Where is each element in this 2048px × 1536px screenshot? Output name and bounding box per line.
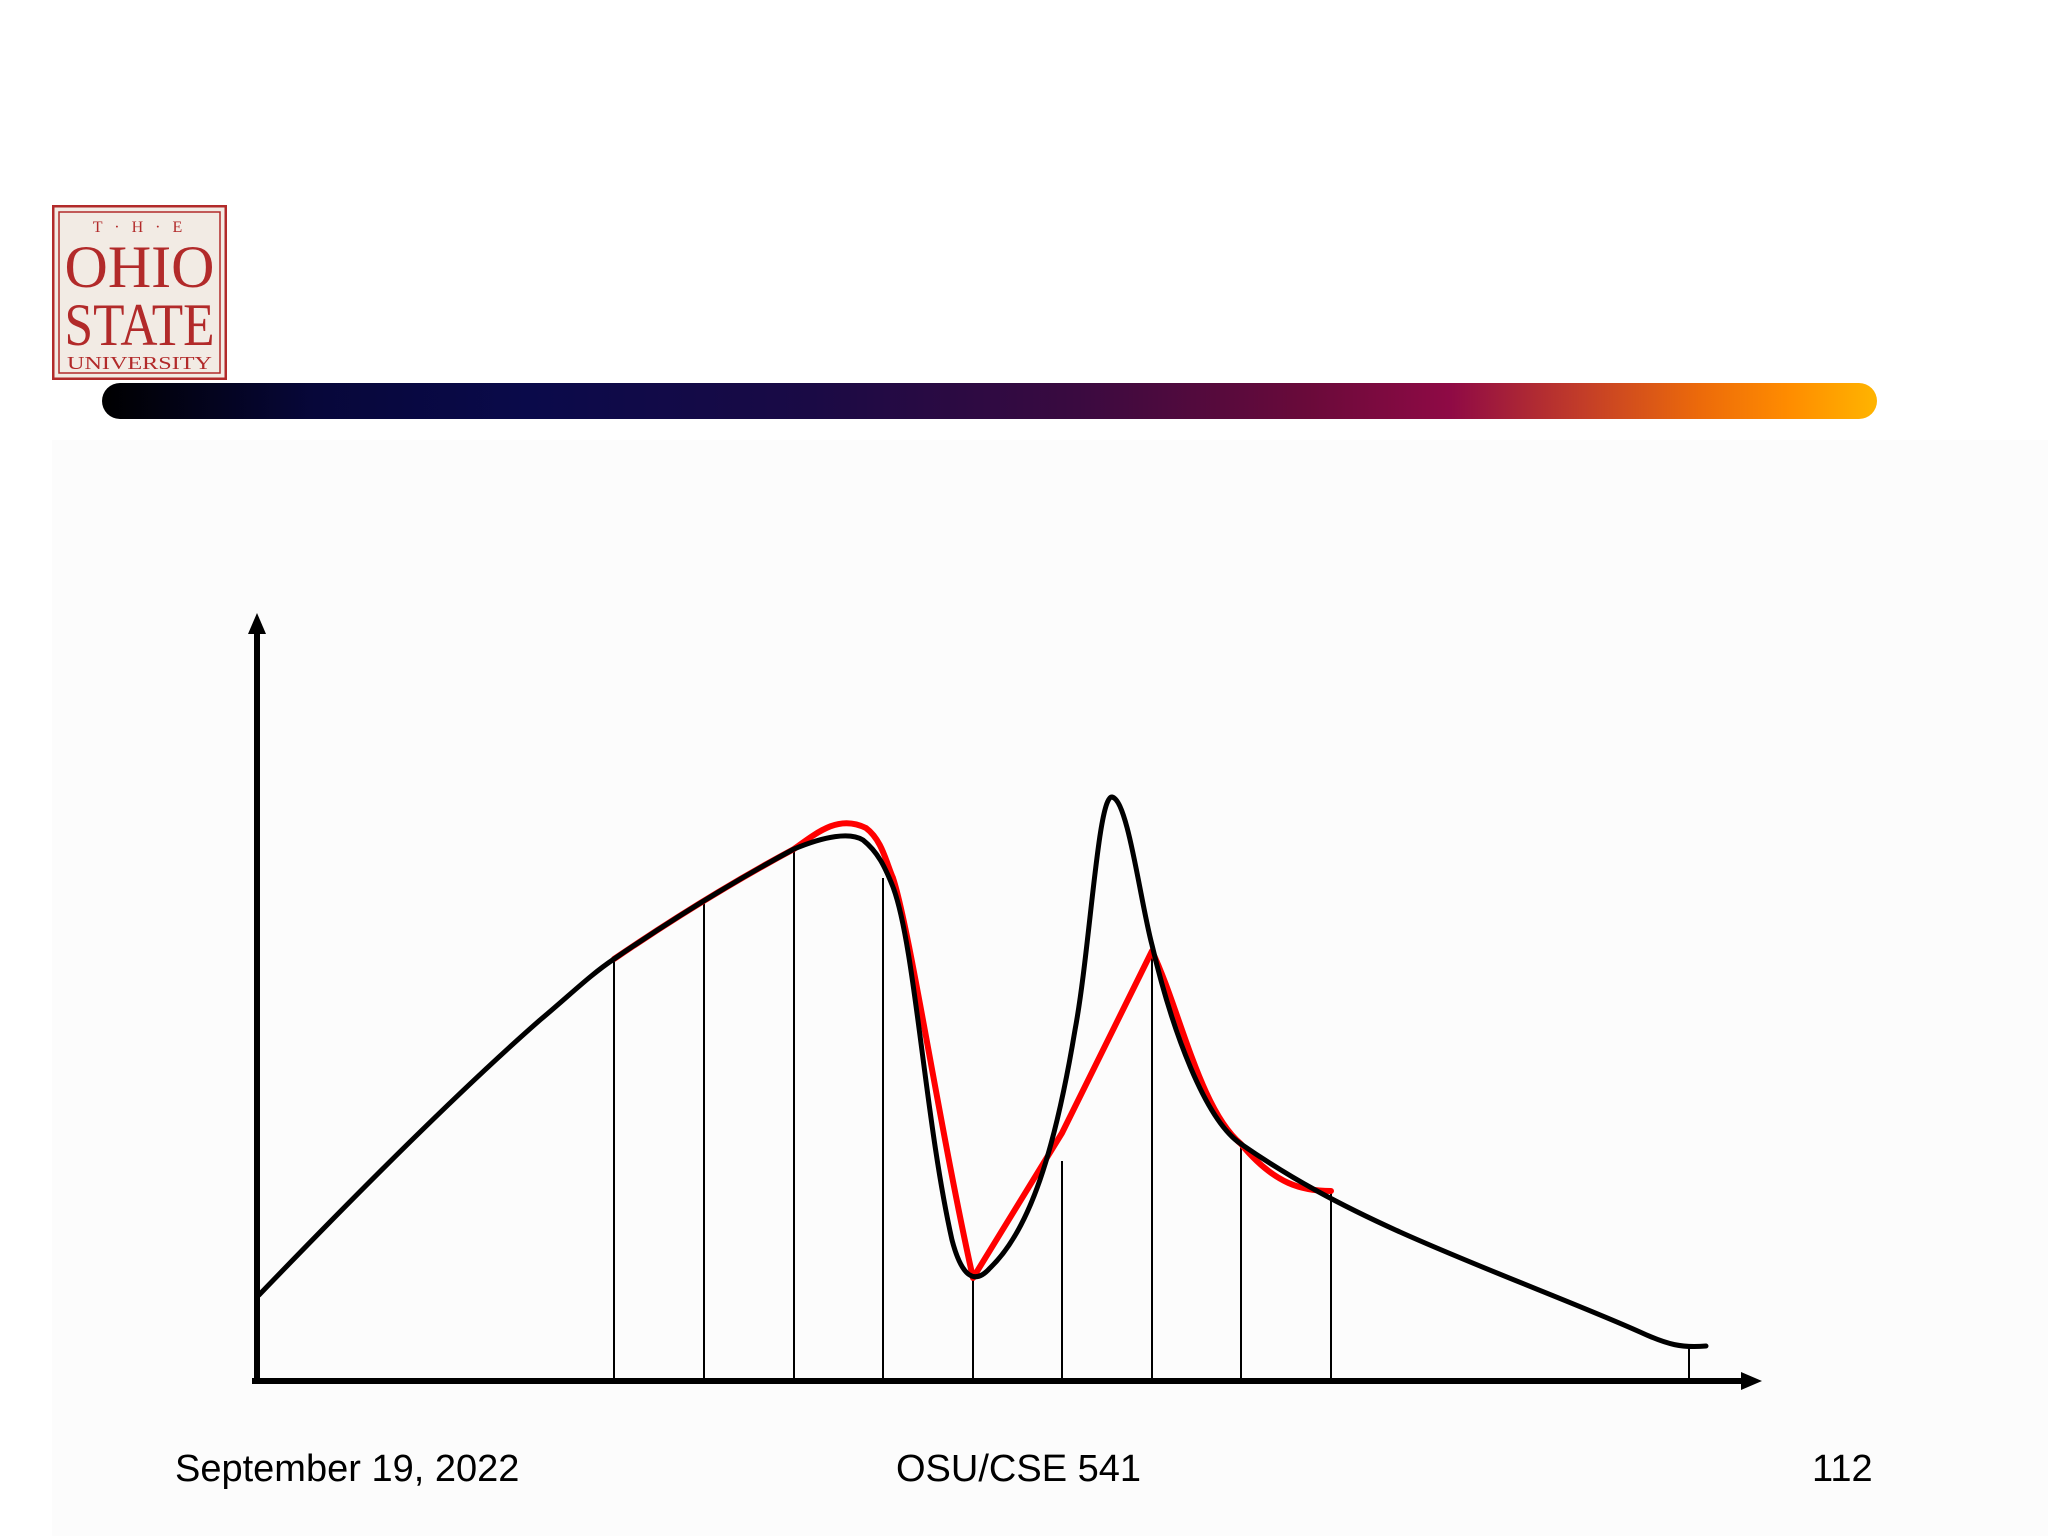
footer-date: September 19, 2022 xyxy=(175,1448,520,1490)
logo-line-state: STATE xyxy=(65,292,215,358)
logo-inner-frame xyxy=(58,211,221,374)
original-function-curve xyxy=(256,794,1709,1350)
ohio-state-logo: T · H · E OHIO STATE UNIVERSITY xyxy=(52,205,227,380)
footer-course: OSU/CSE 541 xyxy=(896,1448,1141,1490)
logo-frame xyxy=(52,205,227,380)
content-background xyxy=(52,440,2048,1536)
x-axis-arrowhead xyxy=(1741,1372,1762,1390)
y-axis-arrowhead xyxy=(248,613,266,634)
logo-line-university: UNIVERSITY xyxy=(67,353,212,373)
sample-lines xyxy=(613,849,1690,1381)
title-gradient-bar xyxy=(102,383,1877,419)
footer-page-number: 112 xyxy=(1812,1448,1873,1490)
logo-line-ohio: OHIO xyxy=(65,234,215,300)
logo-line-the: T · H · E xyxy=(93,219,186,236)
